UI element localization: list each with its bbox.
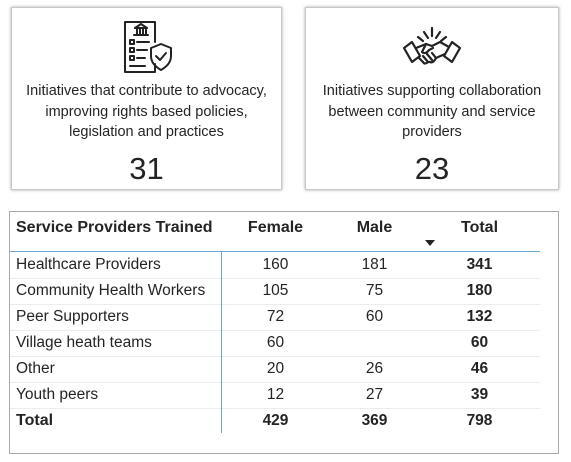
row-name: Peer Supporters	[16, 308, 129, 325]
row-name: Healthcare Providers	[16, 256, 161, 273]
row-female: 160	[262, 256, 289, 273]
table-row[interactable]: Village heath teams 60 60	[10, 330, 540, 357]
kpi-card-collaboration[interactable]: Initiatives supporting collaboration bet…	[305, 7, 559, 190]
row-female: 20	[266, 360, 285, 377]
column-header-total[interactable]: Total	[460, 219, 499, 236]
row-name: Other	[16, 360, 55, 377]
table-header-row: Service Providers Trained Female Male To…	[10, 212, 540, 252]
kpi-card-advocacy[interactable]: Initiatives that contribute to advocacy,…	[11, 7, 282, 190]
table-row[interactable]: Healthcare Providers 160 181 341	[10, 252, 540, 279]
total-female: 429	[262, 412, 289, 429]
row-male: 27	[365, 386, 384, 403]
row-total: 132	[466, 308, 493, 325]
handshake-icon	[306, 18, 558, 76]
row-male: 60	[365, 308, 384, 325]
column-header-male[interactable]: Male	[356, 219, 393, 236]
row-name: Youth peers	[16, 386, 99, 403]
kpi-value: 31	[129, 151, 164, 186]
row-header-divider	[221, 252, 222, 433]
row-male: 181	[361, 256, 388, 273]
row-female: 105	[262, 282, 289, 299]
total-name: Total	[16, 412, 54, 429]
row-total: 60	[470, 334, 489, 351]
government-checklist-shield-icon	[12, 18, 281, 76]
column-header-name[interactable]: Service Providers Trained	[16, 219, 213, 236]
sort-descending-icon[interactable]	[425, 240, 435, 246]
service-providers-table[interactable]: Service Providers Trained Female Male To…	[9, 211, 559, 454]
row-male: 26	[365, 360, 384, 377]
table-row[interactable]: Community Health Workers 105 75 180	[10, 278, 540, 305]
kpi-value: 23	[414, 151, 450, 186]
row-total: 341	[466, 256, 493, 273]
table-row[interactable]: Peer Supporters 72 60 132	[10, 304, 540, 331]
row-female: 60	[266, 334, 285, 351]
kpi-label: Initiatives supporting collaboration bet…	[322, 83, 542, 140]
kpi-label: Initiatives that contribute to advocacy,…	[26, 83, 267, 140]
row-female: 72	[266, 308, 285, 325]
row-total: 46	[470, 360, 489, 377]
row-male: 75	[365, 282, 384, 299]
total-total: 798	[466, 412, 493, 429]
row-total: 180	[466, 282, 493, 299]
table-row[interactable]: Youth peers 12 27 39	[10, 382, 540, 409]
row-total: 39	[470, 386, 489, 403]
row-female: 12	[266, 386, 285, 403]
table-total-row[interactable]: Total 429 369 798	[10, 408, 540, 434]
total-male: 369	[361, 412, 388, 429]
column-header-female[interactable]: Female	[247, 219, 304, 236]
row-name: Village heath teams	[16, 334, 152, 351]
table-row[interactable]: Other 20 26 46	[10, 356, 540, 383]
row-name: Community Health Workers	[16, 282, 206, 299]
